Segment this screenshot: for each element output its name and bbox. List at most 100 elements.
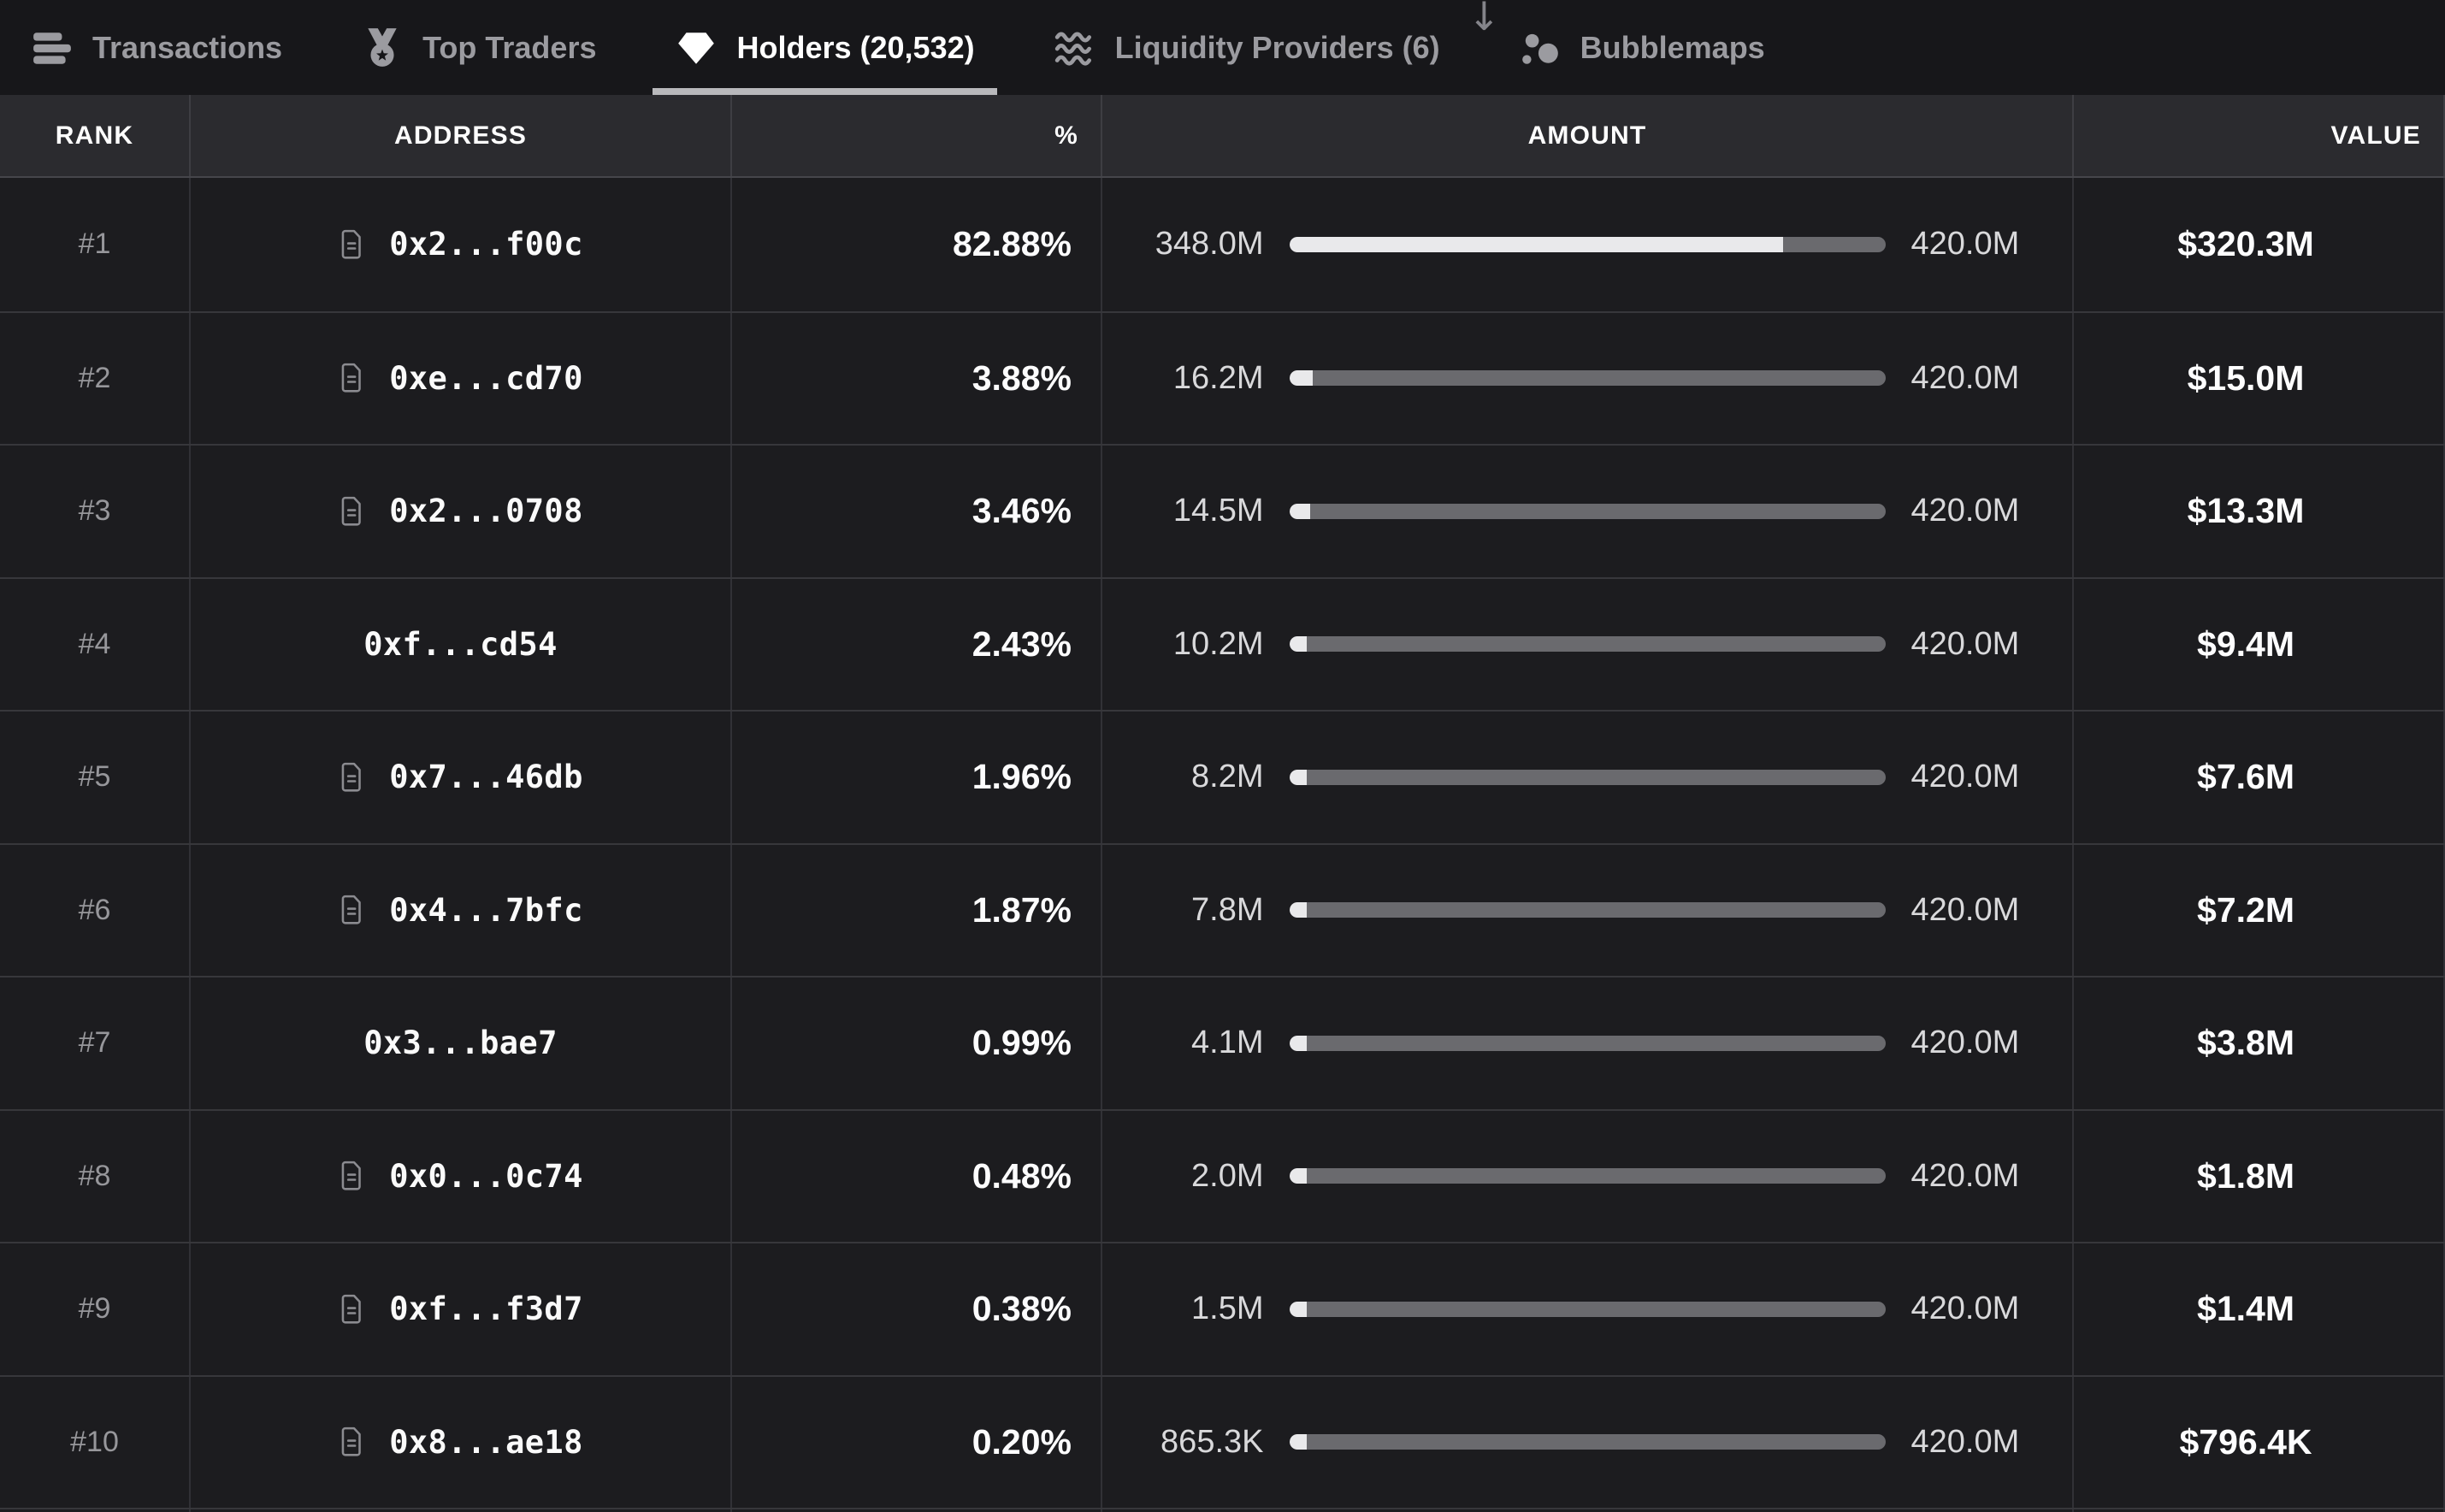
total-supply-label: 420.0M	[1911, 891, 2020, 928]
address-link[interactable]: 0x2...0708	[389, 493, 583, 530]
contract-document-icon	[338, 894, 367, 926]
table-row[interactable]: #7 0x3...bae7 0.99% 4.1M 420.0M $3.8M	[0, 976, 2445, 1109]
value-label: $320.3M	[2177, 224, 2314, 264]
contract-document-icon	[338, 362, 367, 394]
contract-document-icon	[338, 1160, 367, 1192]
amount-held-label: 10.2M	[1172, 625, 1264, 662]
amount-held-label: 865.3K	[1160, 1423, 1264, 1460]
address-link[interactable]: 0xf...f3d7	[389, 1291, 583, 1328]
table-row[interactable]: #2 0xe...cd70 3.88% 16.2M 420.0M $15.0M	[0, 310, 2445, 444]
amount-held-label: 16.2M	[1172, 359, 1264, 396]
amount-held-label: 8.2M	[1191, 759, 1264, 795]
value-label: $796.4K	[2179, 1421, 2312, 1462]
tab-holders[interactable]: Holders (20,532)	[653, 0, 997, 95]
table-row[interactable]: #6 0x4...7bfc 1.87% 7.8M 420.0M $7.2M	[0, 842, 2445, 976]
tab-liquidity-providers[interactable]: Liquidity Providers (6)	[1031, 0, 1462, 95]
tab-label: Holders (20,532)	[736, 29, 975, 65]
supply-progress-fill	[1289, 636, 1307, 653]
scroll-down-arrow-icon: ↓	[1468, 0, 1501, 39]
tab-label: Top Traders	[422, 29, 597, 65]
address-link[interactable]: 0x4...7bfc	[389, 891, 583, 929]
total-supply-label: 420.0M	[1911, 759, 2020, 795]
total-supply-label: 420.0M	[1911, 1157, 2020, 1194]
amount-held-label: 7.8M	[1191, 891, 1264, 928]
percent-label: 3.88%	[972, 357, 1072, 398]
waves-icon	[1054, 27, 1096, 69]
value-label: $7.2M	[2197, 889, 2294, 930]
table-row[interactable]: #3 0x2...0708 3.46% 14.5M 420.0M $13.3M	[0, 444, 2445, 577]
rank-label: #2	[78, 361, 111, 394]
value-label: $13.3M	[2187, 491, 2305, 531]
column-header-amount: AMOUNT	[1101, 95, 2072, 176]
tab-transactions[interactable]: Transactions	[9, 0, 304, 95]
address-link[interactable]: 0x2...f00c	[389, 226, 583, 263]
tab-bubblemaps[interactable]: Bubblemaps	[1497, 0, 1787, 95]
supply-progress-bar	[1289, 503, 1886, 519]
column-header-percent: %	[730, 95, 1101, 176]
value-label: $3.8M	[2197, 1023, 2294, 1063]
percent-label: 0.20%	[972, 1421, 1072, 1462]
rank-label: #8	[78, 1159, 111, 1192]
table-row-partial	[0, 1508, 2445, 1512]
contract-document-icon	[338, 228, 367, 261]
supply-progress-fill	[1289, 503, 1310, 519]
table-body: #1 0x2...f00c 82.88% 348.0M 420.0M $320.…	[0, 178, 2445, 1508]
value-label: $15.0M	[2187, 357, 2305, 398]
percent-label: 1.87%	[972, 889, 1072, 930]
table-row[interactable]: #5 0x7...46db 1.96% 8.2M 420.0M $7.6M	[0, 710, 2445, 843]
supply-progress-fill	[1289, 769, 1307, 785]
address-link[interactable]: 0x3...bae7	[363, 1025, 558, 1062]
rank-label: #4	[78, 627, 111, 660]
supply-progress-fill	[1289, 1035, 1307, 1051]
medal-icon	[361, 27, 404, 69]
address-link[interactable]: 0x7...46db	[389, 759, 583, 796]
supply-progress-bar	[1289, 636, 1886, 653]
rank-label: #9	[78, 1292, 111, 1326]
supply-progress-fill	[1289, 1168, 1307, 1184]
amount-held-label: 2.0M	[1191, 1157, 1264, 1194]
table-row[interactable]: #10 0x8...ae18 0.20% 865.3K 420.0M $796.…	[0, 1374, 2445, 1508]
supply-progress-bar	[1289, 1301, 1886, 1317]
rank-label: #5	[78, 760, 111, 794]
address-link[interactable]: 0x8...ae18	[389, 1423, 583, 1461]
bubbles-icon	[1519, 27, 1562, 69]
total-supply-label: 420.0M	[1911, 493, 2020, 529]
supply-progress-fill	[1289, 1301, 1307, 1317]
address-link[interactable]: 0x0...0c74	[389, 1157, 583, 1195]
table-row[interactable]: #4 0xf...cd54 2.43% 10.2M 420.0M $9.4M	[0, 576, 2445, 710]
amount-held-label: 4.1M	[1191, 1025, 1264, 1061]
percent-label: 0.48%	[972, 1155, 1072, 1196]
total-supply-label: 420.0M	[1911, 226, 2020, 263]
percent-label: 2.43%	[972, 623, 1072, 664]
table-header-row: RANK ADDRESS % AMOUNT VALUE	[0, 95, 2445, 178]
table-row[interactable]: #9 0xf...f3d7 0.38% 1.5M 420.0M $1.4M	[0, 1242, 2445, 1375]
contract-document-icon	[338, 495, 367, 528]
rank-label: #3	[78, 494, 111, 528]
rank-label: #7	[78, 1026, 111, 1060]
total-supply-label: 420.0M	[1911, 1291, 2020, 1327]
tab-top-traders[interactable]: Top Traders	[339, 0, 618, 95]
table-row[interactable]: #8 0x0...0c74 0.48% 2.0M 420.0M $1.8M	[0, 1108, 2445, 1242]
column-header-address: ADDRESS	[189, 95, 730, 176]
supply-progress-bar	[1289, 902, 1886, 918]
total-supply-label: 420.0M	[1911, 1025, 2020, 1061]
supply-progress-bar	[1289, 769, 1886, 785]
contract-document-icon	[338, 1426, 367, 1458]
address-link[interactable]: 0xe...cd70	[389, 359, 583, 397]
percent-label: 0.38%	[972, 1289, 1072, 1329]
tab-list: Transactions Top Traders Holders (20,532…	[9, 0, 1787, 95]
supply-progress-fill	[1289, 902, 1307, 918]
tab-bar: Transactions Top Traders Holders (20,532…	[0, 0, 2445, 95]
address-link[interactable]: 0xf...cd54	[363, 625, 558, 663]
total-supply-label: 420.0M	[1911, 1423, 2020, 1460]
percent-label: 0.99%	[972, 1023, 1072, 1063]
value-label: $7.6M	[2197, 757, 2294, 797]
rank-label: #1	[78, 227, 111, 261]
supply-progress-bar	[1289, 236, 1886, 252]
rank-label: #10	[70, 1425, 119, 1458]
amount-held-label: 14.5M	[1172, 493, 1264, 529]
supply-progress-fill	[1289, 1434, 1307, 1450]
total-supply-label: 420.0M	[1911, 359, 2020, 396]
contract-document-icon	[338, 1293, 367, 1326]
table-row[interactable]: #1 0x2...f00c 82.88% 348.0M 420.0M $320.…	[0, 178, 2445, 311]
